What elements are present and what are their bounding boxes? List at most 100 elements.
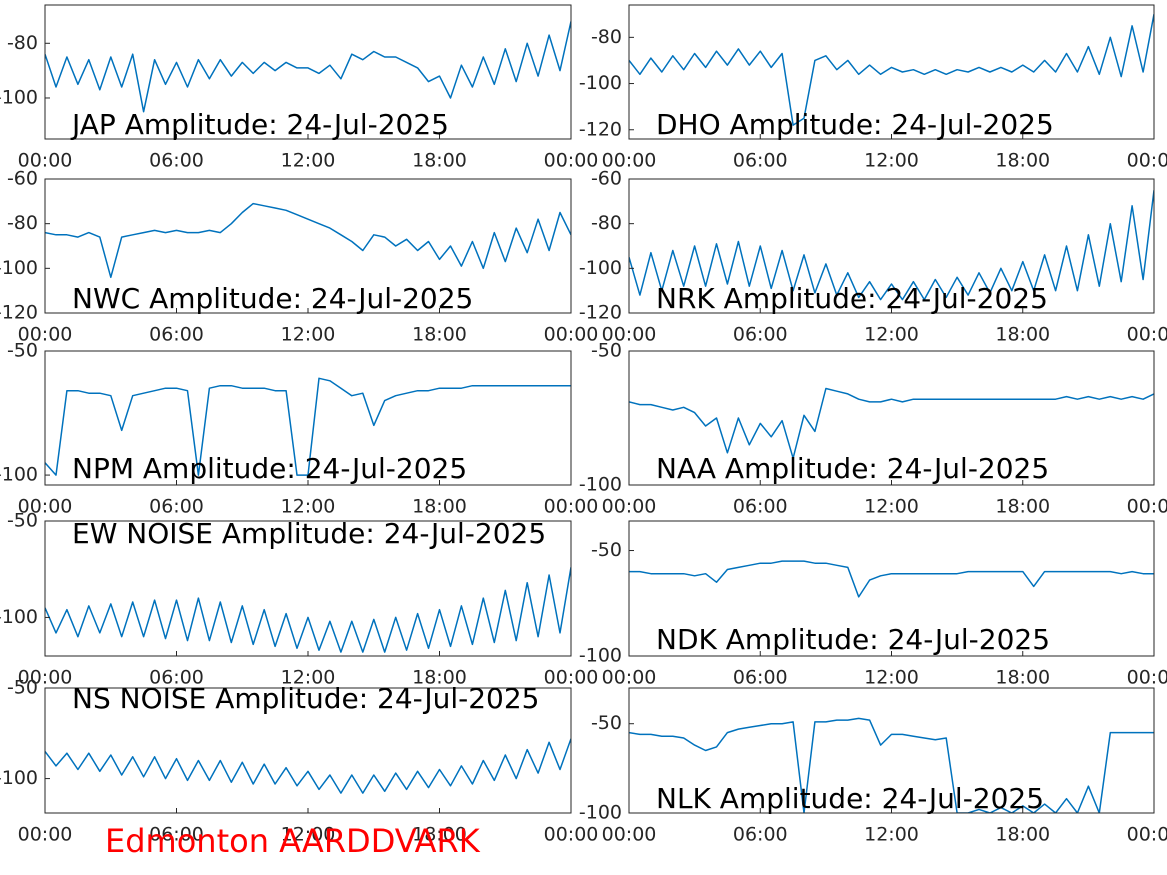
x-tick-label: 06:00 [149,667,204,689]
x-tick-label: 18:00 [995,667,1050,689]
y-tick-label: -100 [0,464,38,486]
plot-lines [629,717,1154,813]
x-tick-label: 00:00 [18,496,73,518]
data-line [629,14,1154,126]
footer-label: Edmonton AARDDVARK [105,822,481,860]
y-tick-label: -80 [7,32,38,54]
plot-area [45,5,571,139]
plot-lines [45,21,571,113]
plot-area [45,179,571,313]
plot-lines [629,387,1154,459]
panel-title: JAP Amplitude: 24-Jul-2025 [70,108,449,141]
x-tick-label: 00:00 [602,324,657,346]
x-tick-label: 12:00 [864,824,919,846]
y-tick-label: -80 [591,26,622,48]
panel-title: NLK Amplitude: 24-Jul-2025 [656,782,1044,815]
x-tick-label: 06:00 [149,324,204,346]
plot-lines [45,738,571,794]
x-tick-label: 00:00 [544,496,599,518]
plot-area [45,688,571,813]
y-tick-label: -100 [579,72,622,94]
x-tick-label: 06:00 [733,150,788,172]
x-tick-label: 12:00 [864,324,919,346]
data-line [629,387,1154,459]
y-tick-label: -50 [7,340,38,362]
x-tick-label: 12:00 [281,824,336,846]
plot-area [45,351,571,485]
x-tick-label: 12:00 [864,667,919,689]
x-tick-label: 18:00 [412,667,467,689]
plot-lines [45,377,571,476]
y-tick-label: -80 [591,212,622,234]
data-line [629,560,1154,598]
y-tick-label: -80 [7,212,38,234]
x-tick-label: 06:00 [149,824,204,846]
x-tick-label: 12:00 [864,150,919,172]
x-tick-label: 00:00 [544,824,599,846]
y-tick-label: -100 [0,257,38,279]
data-line [45,738,571,794]
panel: -80 -100 00:00 06:00 12:00 18:00 00:00 JAP Ampl… [0,4,599,172]
x-tick-label: 00:00 [1127,324,1167,346]
x-tick-label: 06:00 [733,667,788,689]
data-line [629,190,1154,301]
x-tick-label: 06:00 [149,496,204,518]
y-tick-label: -100 [0,86,38,108]
panel: -60-80-100-12000:0006:0012:0018:0000:00N… [579,168,1167,346]
panel: -80 -100 -120 00:00 06:00 12:00 18:00 00:00 DHO … [579,4,1167,172]
x-tick-label: 18:00 [995,824,1050,846]
x-tick-label: 00:00 [544,150,599,172]
panel-title: DHO Amplitude: 24-Jul-2025 [656,108,1054,141]
panel: -50 -100 00:00 06:00 12:00 18:00 00:00 EW NOISE… [0,510,598,689]
panel-title: NS NOISE Amplitude: 24-Jul-2025 [72,682,539,715]
panel: -50 -100 00:00 06:00 12:00 18:00 00:00 NPM Ampl… [0,340,598,518]
x-tick-label: 00:00 [18,150,73,172]
x-tick-label: 18:00 [412,324,467,346]
y-tick-label: -50 [7,510,38,532]
x-tick-label: 00:00 [544,324,599,346]
x-tick-label: 06:00 [733,496,788,518]
x-tick-label: 06:00 [733,824,788,846]
plot-area [629,5,1154,139]
x-tick-label: 00:00 [1127,667,1167,689]
x-tick-label: 18:00 [412,150,467,172]
x-tick-label: 12:00 [281,324,336,346]
y-tick-label: -60 [591,168,622,190]
panel-title: NWC Amplitude: 24-Jul-2025 [72,282,473,315]
panel: -60-80-100-12000:0006:0012:0018:0000:00N… [0,168,598,346]
plot-lines [45,202,571,279]
y-tick-label: -60 [7,168,38,190]
data-line [629,717,1154,813]
y-tick-label: -100 [579,474,622,496]
plot-lines [45,567,571,653]
x-tick-label: 18:00 [995,324,1050,346]
x-tick-label: 00:00 [1127,496,1167,518]
panel-title: NAA Amplitude: 24-Jul-2025 [656,452,1049,485]
plot-area [629,688,1154,813]
y-tick-label: -120 [579,118,622,140]
x-tick-label: 18:00 [995,150,1050,172]
y-tick-label: -100 [579,645,622,667]
x-tick-label: 18:00 [995,496,1050,518]
x-tick-label: 12:00 [864,496,919,518]
x-tick-label: 00:00 [18,667,73,689]
x-tick-label: 06:00 [149,150,204,172]
y-tick-label: -50 [591,712,622,734]
x-tick-label: 00:00 [602,496,657,518]
panel: -50 -100 00:00 06:00 12:00 18:00 00:00 NS NOISE… [0,677,598,846]
plot-lines [629,14,1154,126]
y-tick-label: -50 [7,677,38,699]
plot-lines [629,190,1154,301]
x-tick-label: 00:00 [544,667,599,689]
y-tick-label: -50 [591,340,622,362]
x-tick-label: 00:00 [1127,150,1167,172]
y-tick-label: -100 [579,257,622,279]
x-tick-label: 00:00 [18,824,73,846]
plot-area [45,521,571,656]
y-tick-label: -120 [579,302,622,324]
y-tick-label: -100 [579,802,622,824]
x-tick-label: 00:00 [602,667,657,689]
